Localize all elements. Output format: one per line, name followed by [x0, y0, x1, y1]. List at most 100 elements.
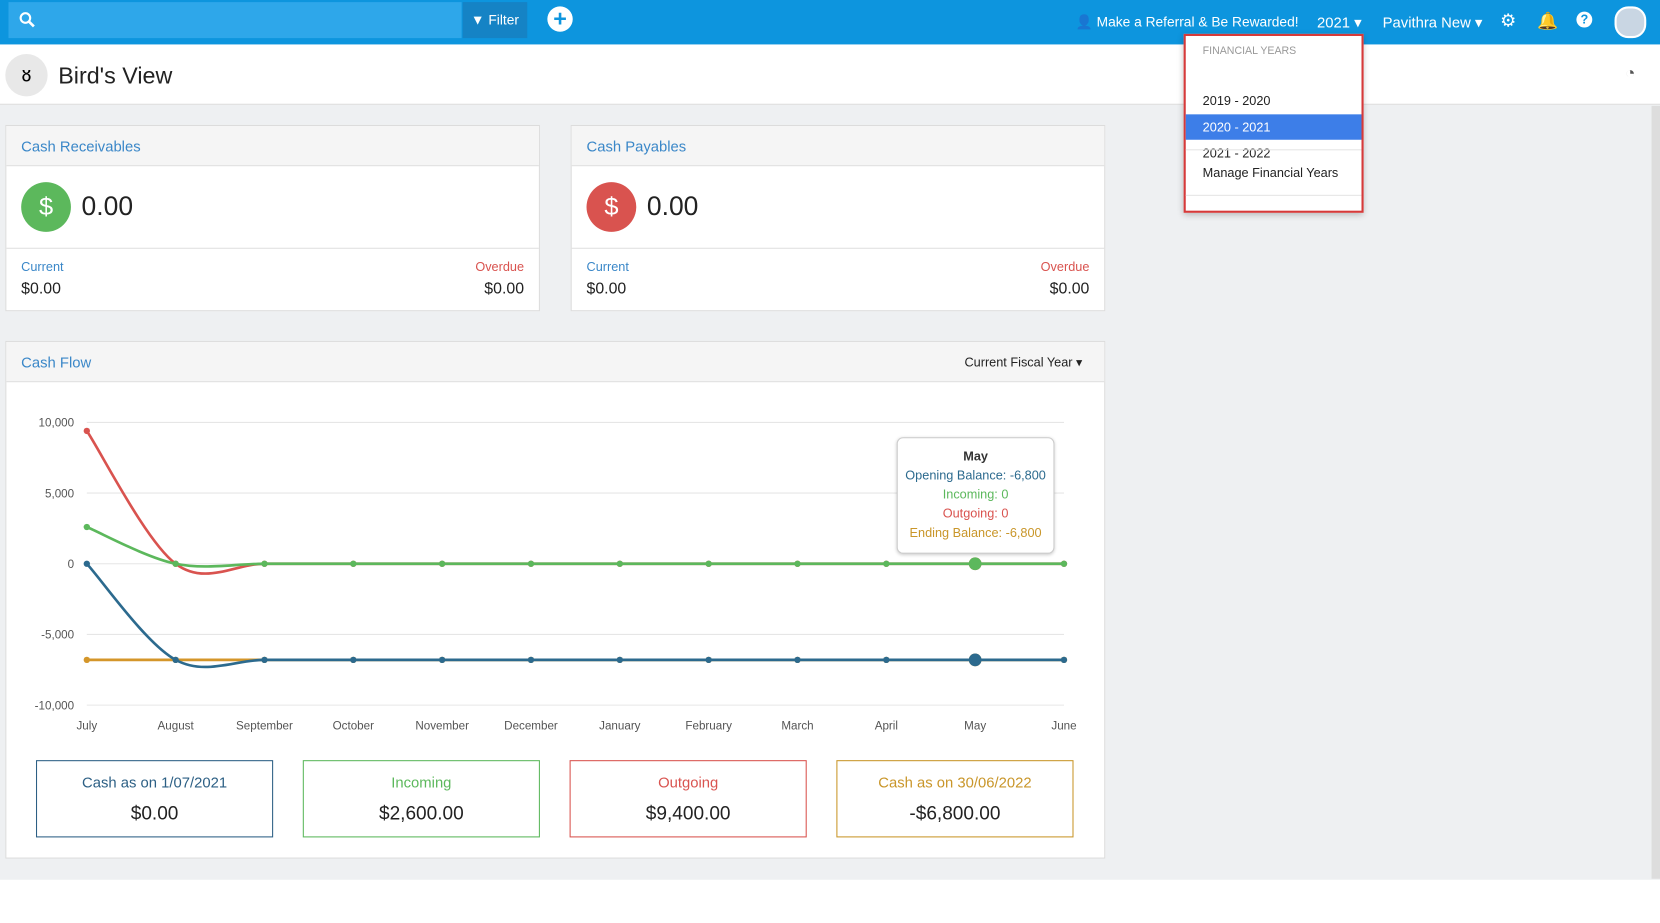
filter-label: Filter: [488, 11, 519, 28]
dashboard-icon[interactable]: ◔: [1625, 64, 1636, 83]
settings-icon[interactable]: ⚙: [1500, 10, 1517, 31]
tooltip-line: Outgoing: 0: [942, 506, 1009, 521]
current-amount: $0.00: [586, 279, 627, 298]
search-box[interactable]: [8, 2, 462, 39]
help-icon[interactable]: ?: [1576, 11, 1593, 28]
summary-label: Cash as on 30/06/2022: [878, 773, 1032, 791]
page-title: Bird's View: [58, 62, 173, 89]
data-point: [438, 560, 446, 567]
filter-button[interactable]: ▼ Filter: [462, 2, 528, 39]
series-line: [86, 525, 1064, 568]
x-tick-label: August: [158, 719, 195, 732]
x-tick-label: July: [76, 719, 97, 732]
total-amount: 0.00: [81, 191, 134, 222]
divider: [1185, 149, 1362, 151]
x-tick-label: June: [1051, 719, 1076, 732]
summary-label: Cash as on 1/07/2021: [82, 773, 228, 791]
tooltip-line: Opening Balance: -6,800: [905, 467, 1046, 483]
data-point: [83, 656, 90, 664]
data-point: [83, 560, 90, 567]
period-text: Current Fiscal Year: [964, 354, 1073, 370]
year-selector[interactable]: 2021 ▾: [1317, 13, 1362, 31]
data-point: [83, 523, 90, 531]
current-amount: $0.00: [21, 279, 61, 298]
overdue-label: Overdue: [1040, 259, 1090, 275]
dropdown-item[interactable]: 2019 - 2020: [1202, 93, 1271, 108]
data-point: [794, 560, 801, 567]
data-point: [1060, 560, 1068, 567]
dropdown-heading: FINANCIAL YEARS: [1202, 45, 1297, 58]
overdue-label: Overdue: [475, 259, 525, 275]
y-tick-label: -5,000: [41, 629, 74, 642]
x-tick-label: November: [415, 719, 469, 732]
y-tick-label: 5,000: [45, 487, 75, 500]
data-point: [705, 656, 712, 664]
x-tick-label: February: [685, 719, 732, 732]
currency-icon: $: [21, 182, 71, 232]
dropdown-item[interactable]: 2020 - 2021: [1185, 114, 1362, 140]
summary-value: -$6,800.00: [909, 802, 1001, 824]
data-point: [261, 560, 268, 567]
y-tick-label: -10,000: [35, 699, 75, 712]
data-point: [350, 560, 357, 567]
card-title: Cash Flow: [6, 341, 1105, 383]
x-tick-label: January: [599, 719, 641, 732]
y-tick-label: 0: [68, 558, 75, 571]
summary-value: $9,400.00: [645, 802, 731, 824]
current-label: Current: [21, 259, 64, 275]
card-title: Cash Payables: [571, 125, 1105, 167]
total-amount: 0.00: [646, 191, 699, 222]
data-point: [968, 653, 982, 667]
summary-box: Incoming $2,600.00: [302, 760, 540, 838]
year-text: 2021: [1317, 13, 1351, 31]
scrollbar: [1651, 105, 1660, 879]
data-point: [438, 656, 446, 664]
user-name: Pavithra New: [1382, 13, 1471, 31]
data-point: [1060, 656, 1068, 664]
current-label: Current: [586, 259, 629, 275]
summary-card: Cash Payables $0.00 Current $0.00 Overdue $0.…: [570, 124, 1106, 312]
divider: [1185, 194, 1362, 196]
period-selector[interactable]: Current Fiscal Year ▾: [964, 354, 1083, 370]
data-point: [172, 560, 179, 567]
data-point: [705, 560, 712, 567]
avatar[interactable]: [1614, 6, 1647, 39]
summary-label: Incoming: [391, 773, 452, 791]
tooltip-title: May: [963, 448, 988, 464]
overdue-amount: $0.00: [1049, 279, 1090, 298]
x-tick-label: May: [964, 719, 986, 732]
data-point: [527, 656, 535, 664]
data-point: [883, 656, 890, 664]
data-point: [968, 557, 982, 571]
x-tick-label: April: [875, 719, 898, 732]
manage-years[interactable]: Manage Financial Years: [1202, 165, 1339, 180]
year-dropdown: FINANCIAL YEARS 2019 - 2020 2020 - 2021 20…: [1183, 33, 1364, 213]
footer-space: [0, 879, 1660, 923]
referral-text: Make a Referral & Be Rewarded!: [1096, 13, 1299, 30]
divider: [571, 247, 1105, 249]
dropdown-item[interactable]: 2021 - 2022: [1202, 146, 1271, 161]
summary-card: Cash Receivables $0.00 Current $0.00 Overdue…: [5, 124, 540, 312]
bell-icon[interactable]: 🔔: [1537, 12, 1559, 31]
data-point: [83, 427, 90, 435]
referral-link[interactable]: 👤 Make a Referral & Be Rewarded!: [1075, 13, 1299, 30]
data-point: [616, 560, 623, 567]
data-point: [350, 656, 357, 664]
divider: [6, 247, 539, 249]
data-point: [527, 560, 535, 567]
data-point: [616, 656, 623, 664]
summary-label: Outgoing: [658, 773, 719, 791]
add-button[interactable]: +: [547, 6, 573, 32]
logo: ᴕ: [5, 53, 48, 97]
summary-value: $0.00: [130, 802, 179, 824]
x-tick-label: December: [504, 719, 558, 732]
user-menu[interactable]: Pavithra New ▾: [1382, 13, 1483, 31]
x-tick-label: March: [781, 719, 813, 732]
currency-icon: $: [586, 182, 637, 232]
overdue-amount: $0.00: [484, 279, 525, 298]
data-point: [261, 656, 268, 664]
summary-box: Cash as on 30/06/2022 -$6,800.00: [836, 760, 1074, 838]
tooltip-line: Incoming: 0: [942, 487, 1009, 502]
page-header: [0, 44, 1660, 105]
